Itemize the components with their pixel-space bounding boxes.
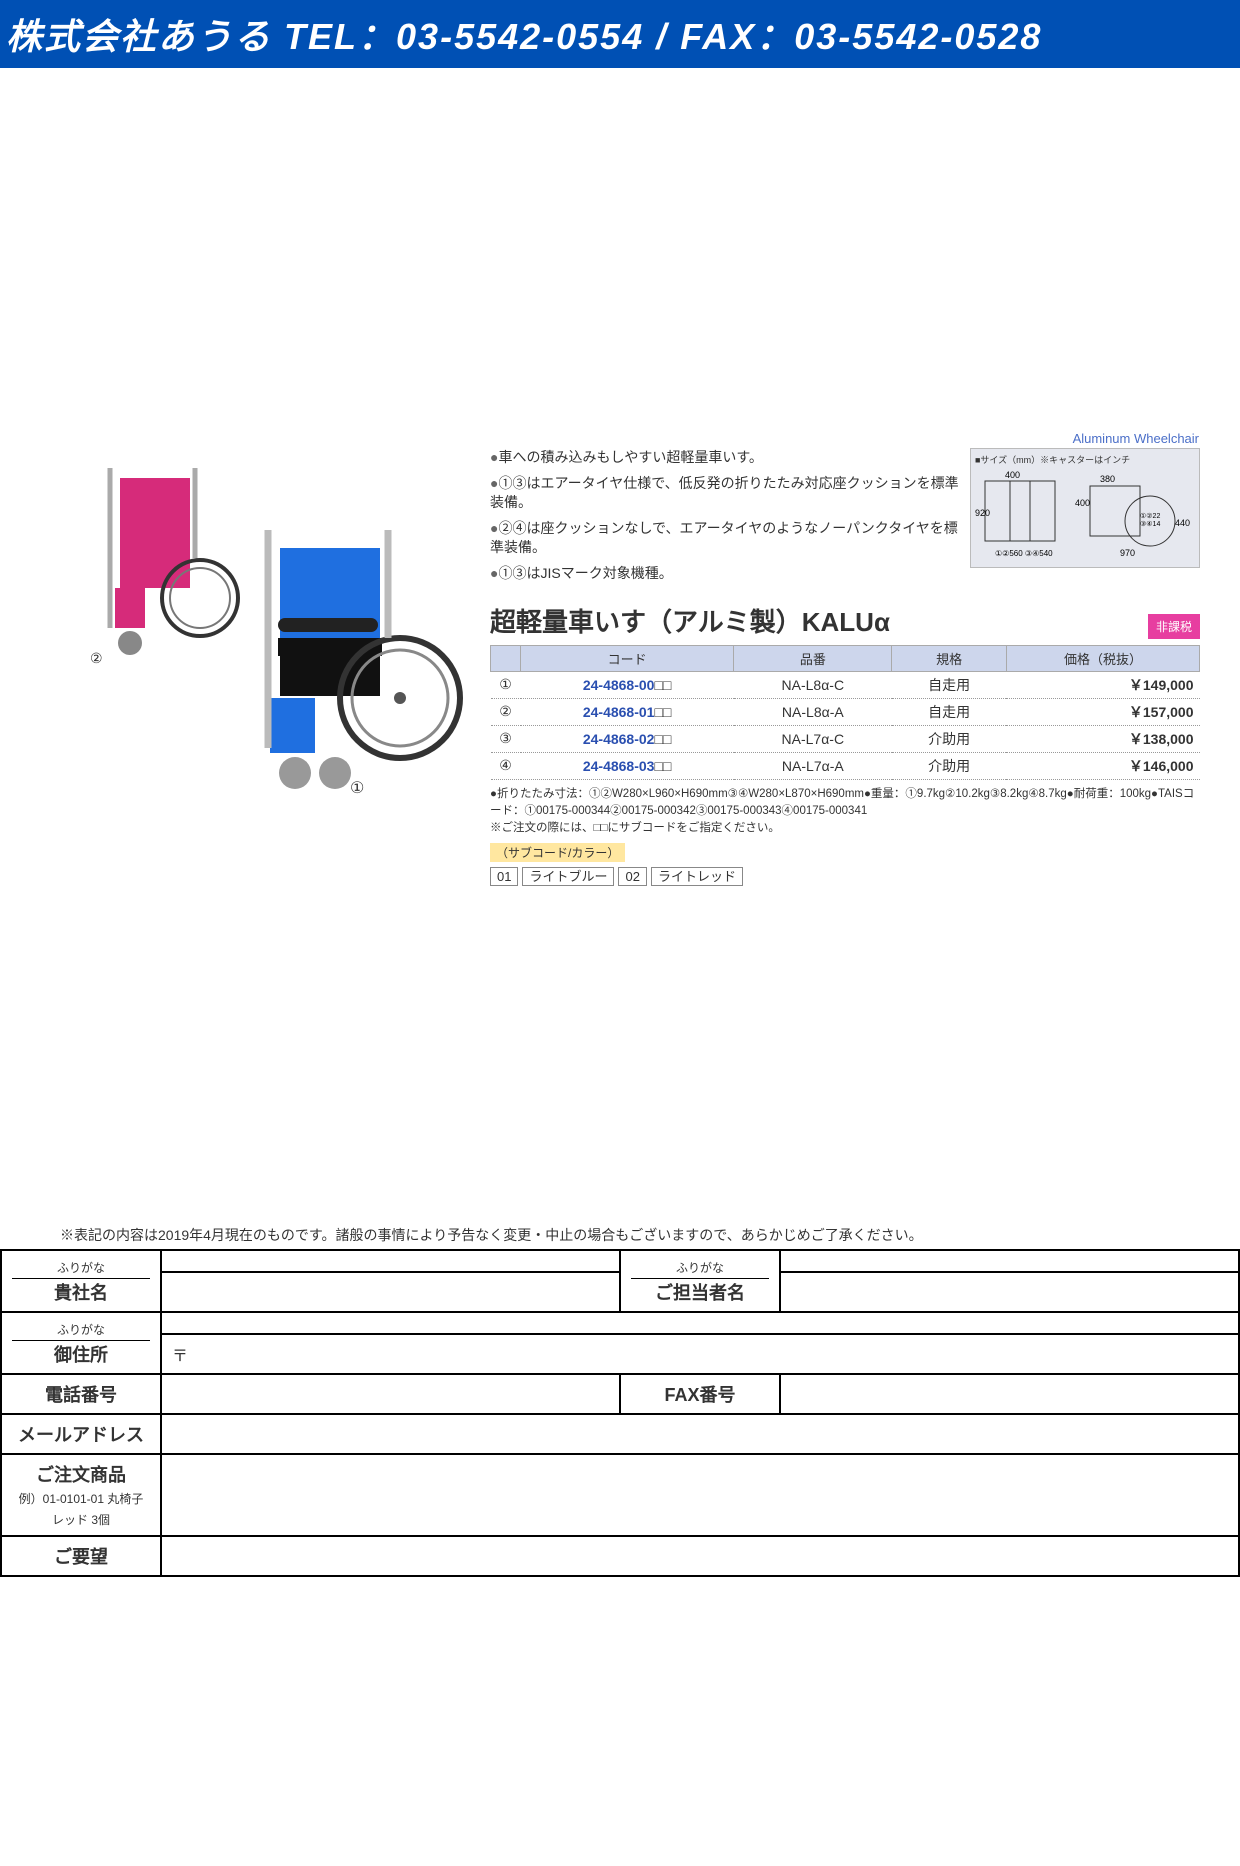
product-title: 超軽量車いす（アルミ製）KALUα xyxy=(490,602,1148,639)
table-row: ④24-4868-03□□NA-L7α-A介助用￥146,000 xyxy=(491,752,1200,779)
tax-badge: 非課税 xyxy=(1148,614,1200,639)
input-address[interactable]: 〒 xyxy=(161,1334,1239,1374)
label-fax: FAX番号 xyxy=(620,1374,780,1414)
wheelchair-large-icon: ① xyxy=(220,518,480,798)
subcode-name: ライトレッド xyxy=(651,867,743,886)
label-company: ふりがな 貴社名 xyxy=(1,1250,161,1312)
subcode-code: 02 xyxy=(618,867,646,886)
svg-text:①②22: ①②22 xyxy=(1140,512,1160,520)
svg-text:400: 400 xyxy=(1005,470,1020,480)
col-price: 価格（税抜） xyxy=(1006,645,1199,671)
disclaimer: ※表記の内容は2019年4月現在のものです。諸般の事情により予告なく変更・中止の… xyxy=(0,1225,1240,1245)
svg-text:①: ① xyxy=(350,780,364,797)
label-mail: メールアドレス xyxy=(1,1414,161,1454)
label-order: ご注文商品 例）01-0101-01 丸椅子 レッド 3個 xyxy=(1,1454,161,1536)
label-tel: 電話番号 xyxy=(1,1374,161,1414)
svg-text:400: 400 xyxy=(1075,498,1090,508)
size-diagram: Aluminum Wheelchair ■サイズ（mm）※キャスターはインチ 4… xyxy=(970,448,1200,568)
label-request: ご要望 xyxy=(1,1536,161,1576)
input-company-furi[interactable] xyxy=(161,1250,620,1272)
input-tel[interactable] xyxy=(161,1374,620,1414)
svg-text:③④14: ③④14 xyxy=(1140,520,1160,528)
feature-bullets: ●車への積み込みもしやすい超軽量車いす。 ●①③はエアータイヤ仕様で、低反発の折… xyxy=(490,448,962,590)
input-request[interactable] xyxy=(161,1536,1239,1576)
company-name: 株式会社あうる xyxy=(6,16,272,57)
svg-text:②: ② xyxy=(90,650,103,666)
label-address: ふりがな 御住所 xyxy=(1,1312,161,1374)
tel-label: TEL： xyxy=(284,16,396,57)
label-contact: ふりがな ご担当者名 xyxy=(620,1250,780,1312)
bullet-3: ①③はJISマーク対象機種。 xyxy=(498,565,672,581)
subcode-name: ライトブルー xyxy=(522,867,614,886)
svg-text:440: 440 xyxy=(1175,518,1190,528)
col-blank xyxy=(491,645,521,671)
sep: / xyxy=(644,16,680,57)
catalog-area: ② ① ●車への積み込みもしやすい超軽量車いす。 ●①③はエアータイヤ仕様で、低… xyxy=(0,448,1240,885)
input-contact[interactable] xyxy=(780,1272,1239,1312)
table-row: ③24-4868-02□□NA-L7α-C介助用￥138,000 xyxy=(491,725,1200,752)
col-type: 規格 xyxy=(892,645,1007,671)
svg-text:380: 380 xyxy=(1100,474,1115,484)
catalog-details: ●車への積み込みもしやすい超軽量車いす。 ●①③はエアータイヤ仕様で、低反発の折… xyxy=(490,448,1200,885)
subcode-options: 01ライトブルー02 ライトレッド xyxy=(490,866,1200,885)
bullet-2: ②④は座クッションなしで、エアータイヤのようなノーパンクタイヤを標準装備。 xyxy=(490,520,958,556)
svg-text:970: 970 xyxy=(1120,548,1135,558)
fax-label: FAX： xyxy=(680,16,794,57)
input-company[interactable] xyxy=(161,1272,620,1312)
category-label: Aluminum Wheelchair xyxy=(1073,431,1199,446)
bullet-1: ①③はエアータイヤ仕様で、低反発の折りたたみ対応座クッションを標準装備。 xyxy=(490,475,959,511)
header-bar: 株式会社あうる TEL：03-5542-0554 / FAX：03-5542-0… xyxy=(0,0,1240,68)
bullet-0: 車への積み込みもしやすい超軽量車いす。 xyxy=(498,449,762,465)
size-title: ■サイズ（mm）※キャスターはインチ xyxy=(975,453,1195,466)
input-mail[interactable] xyxy=(161,1414,1239,1454)
subcode-code: 01 xyxy=(490,867,518,886)
order-form: ふりがな 貴社名 ふりがな ご担当者名 ふりがな 御住所 〒 電話番号 FAX番… xyxy=(0,1249,1240,1577)
svg-text:920: 920 xyxy=(975,508,990,518)
table-row: ②24-4868-01□□NA-L8α-A自走用￥157,000 xyxy=(491,698,1200,725)
subcode-label: （サブコード/カラー） xyxy=(490,843,625,862)
tel-number: 03-5542-0554 xyxy=(396,16,644,57)
fineprint: ●折りたたみ寸法：①②W280×L960×H690mm③④W280×L870×H… xyxy=(490,786,1200,838)
input-address-furi[interactable] xyxy=(161,1312,1239,1334)
fax-number: 03-5542-0528 xyxy=(794,16,1042,57)
col-model: 品番 xyxy=(734,645,892,671)
svg-text:①②560 ③④540: ①②560 ③④540 xyxy=(995,549,1053,558)
spec-table: コード 品番 規格 価格（税抜） ①24-4868-00□□NA-L8α-C自走… xyxy=(490,645,1200,780)
input-fax[interactable] xyxy=(780,1374,1239,1414)
input-order[interactable] xyxy=(161,1454,1239,1536)
col-code: コード xyxy=(521,645,734,671)
input-contact-furi[interactable] xyxy=(780,1250,1239,1272)
product-images: ② ① xyxy=(80,448,480,808)
table-row: ①24-4868-00□□NA-L8α-C自走用￥149,000 xyxy=(491,671,1200,698)
